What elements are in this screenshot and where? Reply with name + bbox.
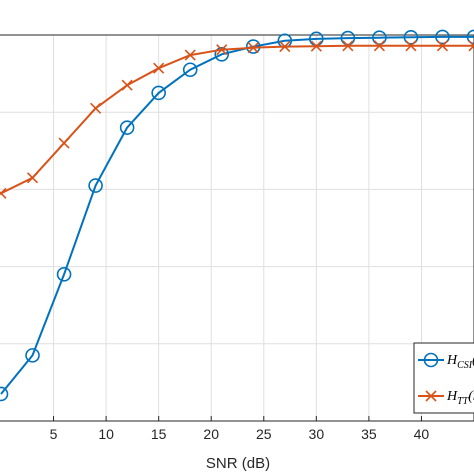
series-line-csi [0,35,474,395]
x-tick-label-3: 20 [203,426,219,442]
legend: HCSI( HTT(m [413,342,474,414]
data-point [216,44,228,56]
legend-entry-csi: HCSI( [418,352,474,371]
data-point [88,178,103,193]
series-tt [0,40,474,199]
data-point [119,120,135,135]
data-point [58,137,70,149]
data-point [403,30,419,45]
data-point [90,102,102,114]
legend-label: HCSI( [446,353,474,371]
data-point [153,62,165,74]
data-point [0,386,9,402]
data-point [25,348,40,363]
legend-marker [423,352,439,368]
legend-box [413,342,474,414]
data-point [435,29,450,45]
x-axis-label: SNR (dB) [206,455,270,472]
x-tick-label-6: 35 [361,426,377,442]
data-point [0,187,7,199]
series-layer [0,29,474,402]
x-axis-ticks: 5 10 15 20 25 30 35 40 [50,416,430,442]
data-point [405,40,417,52]
data-point [342,40,354,52]
data-point [340,30,356,46]
legend-marker [425,390,437,402]
x-tick-label-4: 25 [256,426,272,442]
x-tick-label-2: 15 [151,426,167,442]
data-point [466,29,474,45]
x-tick-label-7: 40 [414,426,430,442]
grid-lines [0,35,474,421]
data-point [436,40,449,52]
legend-entry-tt: HTT(m [418,389,474,407]
data-point [372,30,387,46]
data-point [214,46,230,62]
x-tick-label-1: 10 [98,426,114,442]
data-point [279,41,291,53]
data-point [26,172,39,184]
data-point [247,42,259,54]
series-line-tt [0,44,474,195]
legend-label: HTT(m [446,389,474,407]
data-point [121,79,133,91]
data-point [151,85,166,101]
data-point [373,40,385,52]
data-point [56,267,72,282]
series-csi [0,29,474,402]
x-tick-label-5: 30 [309,426,325,442]
data-point [182,62,198,78]
data-point [184,49,196,61]
plot-area-frame [0,34,474,422]
x-tick-label-0: 5 [50,426,58,442]
data-point [310,40,322,52]
data-point [468,40,474,52]
